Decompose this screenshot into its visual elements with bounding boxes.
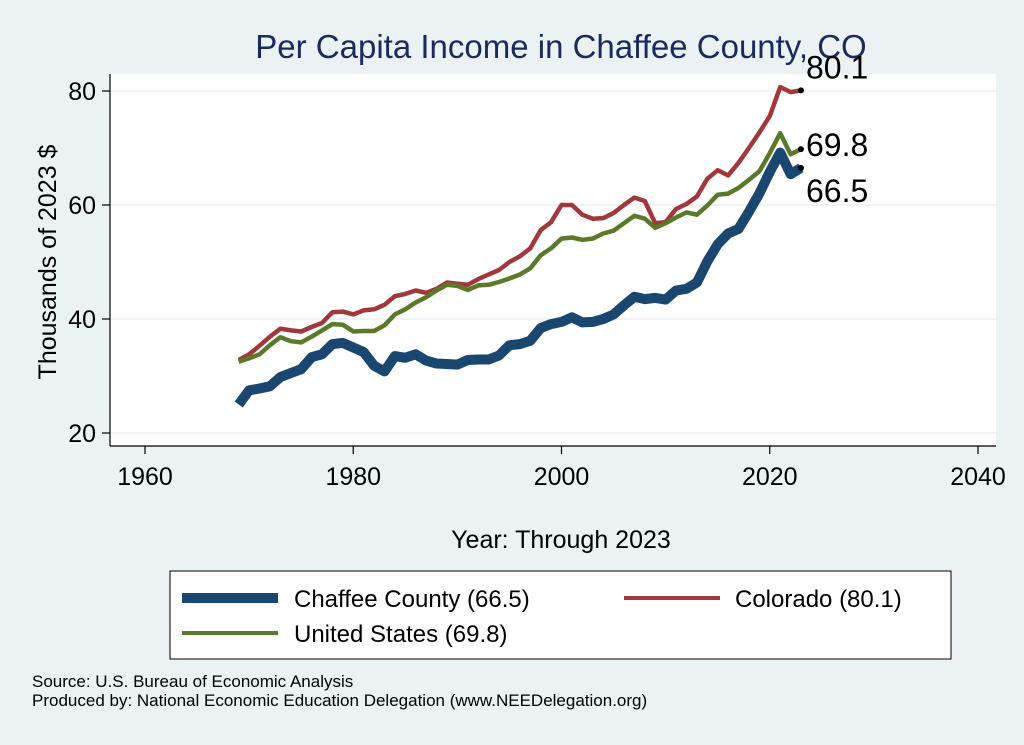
x-tick-label: 1980 <box>325 463 381 491</box>
end-label-chaffee: 66.5 <box>806 173 868 209</box>
legend-item-colorado: Colorado (80.1) <box>624 586 902 613</box>
legend-label-colorado: Colorado (80.1) <box>735 586 902 613</box>
end-labels: 66.5 80.1 69.8 <box>797 49 868 209</box>
series-lines <box>234 84 804 408</box>
end-point-colorado <box>797 87 804 94</box>
y-tick-label: 60 <box>68 192 96 220</box>
chart-title: Per Capita Income in Chaffee County, CO <box>255 28 866 65</box>
y-axis-title: Thousands of 2023 $ <box>34 144 62 379</box>
legend-item-chaffee: Chaffee County (66.5) <box>182 586 530 613</box>
legend-item-united-states: United States (69.8) <box>182 621 507 648</box>
series-line-colorado <box>237 84 802 362</box>
x-tick-label: 2000 <box>534 463 590 491</box>
legend-box <box>169 570 952 660</box>
x-axis-title: Year: Through 2023 <box>451 526 671 554</box>
produced-by-note: Produced by: National Economic Education… <box>32 691 647 710</box>
series-line-united-states <box>237 130 803 364</box>
x-tick-label: 2040 <box>950 463 1006 491</box>
x-tick-label: 2020 <box>742 463 798 491</box>
source-note: Source: U.S. Bureau of Economic Analysis <box>32 672 353 691</box>
end-point-chaffee <box>797 164 804 171</box>
series-line-chaffee <box>234 147 804 408</box>
end-label-united-states: 69.8 <box>806 127 868 163</box>
y-tick-label: 20 <box>68 420 96 448</box>
legend-label-chaffee: Chaffee County (66.5) <box>294 586 530 613</box>
end-label-colorado: 80.1 <box>806 49 868 85</box>
legend-label-united-states: United States (69.8) <box>294 621 507 648</box>
y-tick-label: 40 <box>68 306 96 334</box>
x-tick-label: 1960 <box>117 463 173 491</box>
end-point-united-states <box>797 146 804 153</box>
y-tick-label: 80 <box>68 78 96 106</box>
